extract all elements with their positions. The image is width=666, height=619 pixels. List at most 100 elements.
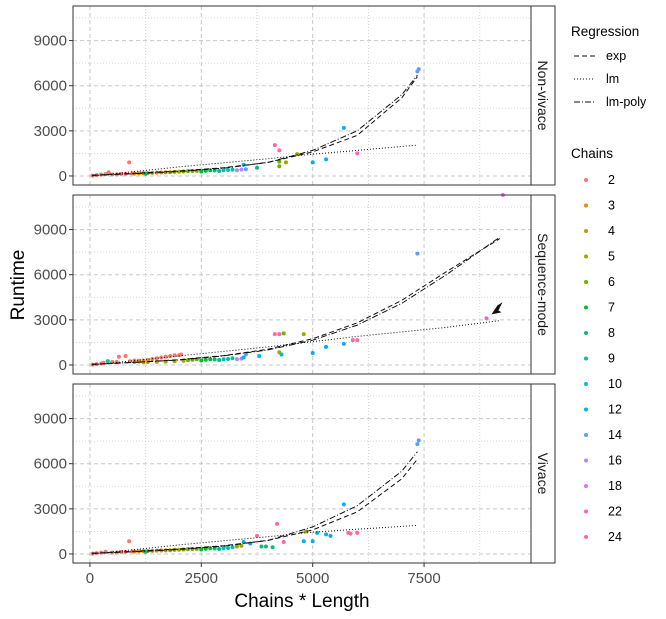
point-icon [584, 458, 588, 463]
data-point [255, 533, 260, 538]
data-point [234, 168, 239, 173]
data-point [324, 344, 329, 349]
y-tick-label: 9000 [34, 33, 67, 50]
legend-item-exp: exp [574, 49, 626, 63]
data-point [168, 353, 173, 358]
data-point [301, 539, 306, 544]
legend-item-chains-5: 5 [584, 250, 615, 264]
data-point [484, 316, 489, 321]
legend-item-chains-2: 2 [584, 173, 615, 187]
data-point [304, 529, 309, 534]
legend-label: 14 [608, 428, 622, 442]
data-point [154, 359, 159, 364]
legend-label: 8 [608, 326, 615, 340]
y-tick-label: 9000 [34, 222, 67, 239]
regression-line-lm-poly [92, 236, 501, 365]
data-point [341, 502, 346, 507]
data-point [230, 356, 235, 361]
point-icon [584, 484, 588, 488]
legend-label: 7 [608, 301, 615, 315]
facet-panel-vivace: Vivace 0 3000 6000 9000 [34, 383, 556, 564]
y-tick-label: 9000 [34, 411, 67, 428]
data-point [348, 531, 353, 536]
data-point [272, 143, 277, 148]
point-icon [584, 280, 588, 284]
regression-line-lm [92, 144, 418, 177]
y-tick-label: 3000 [34, 123, 67, 140]
data-point [355, 338, 360, 343]
data-point [341, 125, 346, 130]
data-point [208, 168, 213, 173]
legend-label: 16 [608, 454, 622, 468]
legend-label: exp [606, 49, 626, 63]
data-point [208, 546, 213, 551]
y-tick-label: 6000 [34, 456, 67, 473]
data-points [90, 67, 421, 178]
legend-label: 5 [608, 250, 615, 264]
legend-item-lm: lm [574, 72, 619, 86]
data-point [277, 332, 282, 337]
facet-panel-non-vivace: Non-vivace 0 3000 6000 9000 [34, 5, 556, 186]
y-tick-label: 3000 [34, 312, 67, 329]
point-icon [584, 254, 588, 259]
point-icon [584, 356, 588, 361]
legend-label: 2 [608, 173, 615, 187]
data-point [116, 354, 121, 359]
x-tick-label: 7500 [407, 570, 440, 587]
data-point [277, 159, 282, 164]
data-point [106, 170, 111, 175]
data-point [281, 539, 286, 544]
annotation-arrow-icon [491, 302, 503, 315]
data-point [328, 533, 333, 538]
data-point [239, 543, 244, 548]
data-point [226, 545, 231, 550]
point-icon [584, 382, 588, 386]
facet-strip-label: Vivace [535, 453, 551, 495]
data-point [248, 541, 253, 546]
legend-item-chains-9: 9 [584, 352, 615, 366]
data-point [275, 521, 280, 526]
legend-label: 6 [608, 275, 615, 289]
data-point [416, 438, 421, 443]
legend-chains-title: Chains [571, 146, 613, 161]
data-point [226, 167, 231, 172]
data-point [255, 165, 260, 170]
regression-line-lm-poly [92, 451, 418, 554]
data-point [127, 160, 132, 165]
data-point [123, 353, 128, 358]
data-point [415, 442, 420, 447]
x-axis-title: Chains * Length [234, 591, 369, 612]
data-point [310, 160, 315, 165]
legend-label: lm [606, 72, 619, 86]
legend-item-chains-3: 3 [584, 199, 615, 213]
legend-item-lm-poly: lm-poly [574, 95, 647, 109]
data-point [259, 544, 264, 549]
point-icon [584, 331, 588, 335]
facet-strip-label: Sequence-mode [535, 233, 551, 336]
y-tick-label: 0 [59, 546, 67, 563]
data-point [277, 164, 282, 169]
data-point [341, 341, 346, 346]
data-point [221, 168, 226, 173]
data-point [234, 544, 239, 549]
y-tick-label: 3000 [34, 501, 67, 518]
legend-label: 24 [608, 530, 622, 544]
data-point [416, 67, 421, 72]
regression-line-exp [92, 238, 501, 365]
facet-panel-sequence-mode: Sequence-mode 0 3000 6000 9000 [34, 193, 556, 375]
facet-strip [530, 5, 556, 186]
legend-label: 4 [608, 224, 615, 238]
legend-label: 18 [608, 479, 622, 493]
y-axis-title: Runtime [8, 250, 29, 321]
data-point [212, 546, 217, 551]
facet-panels: Non-vivace 0 3000 6000 9000 Sequence-mode 0 300… [34, 5, 556, 564]
legend-regression-entries: exp lm lm-poly [574, 49, 647, 109]
facet-strip-label: Non-vivace [535, 60, 551, 130]
data-point [281, 331, 286, 336]
legend-label: 3 [608, 199, 615, 213]
data-point [350, 338, 355, 343]
data-point [270, 545, 275, 550]
point-icon [584, 229, 588, 233]
y-tick-label: 0 [59, 168, 67, 185]
data-points [90, 438, 421, 556]
